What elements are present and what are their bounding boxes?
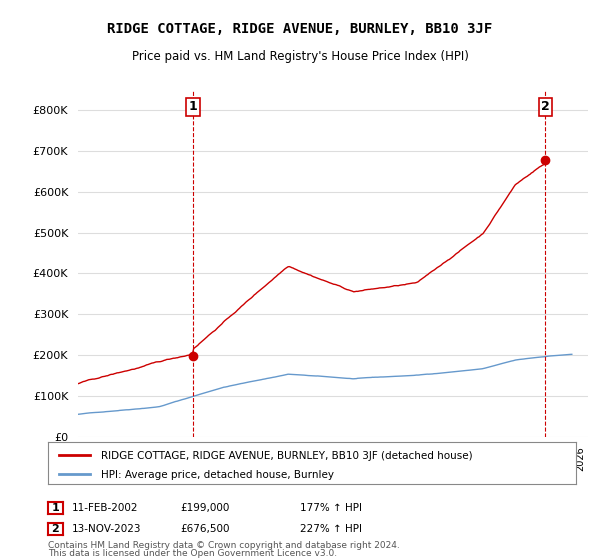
Text: 11-FEB-2002: 11-FEB-2002 (72, 503, 139, 513)
Text: Contains HM Land Registry data © Crown copyright and database right 2024.: Contains HM Land Registry data © Crown c… (48, 541, 400, 550)
Text: 2: 2 (52, 524, 59, 534)
Text: £676,500: £676,500 (180, 524, 229, 534)
Text: 13-NOV-2023: 13-NOV-2023 (72, 524, 142, 534)
Text: RIDGE COTTAGE, RIDGE AVENUE, BURNLEY, BB10 3JF: RIDGE COTTAGE, RIDGE AVENUE, BURNLEY, BB… (107, 22, 493, 36)
Text: 227% ↑ HPI: 227% ↑ HPI (300, 524, 362, 534)
Text: This data is licensed under the Open Government Licence v3.0.: This data is licensed under the Open Gov… (48, 549, 337, 558)
Text: HPI: Average price, detached house, Burnley: HPI: Average price, detached house, Burn… (101, 470, 334, 480)
Text: RIDGE COTTAGE, RIDGE AVENUE, BURNLEY, BB10 3JF (detached house): RIDGE COTTAGE, RIDGE AVENUE, BURNLEY, BB… (101, 451, 472, 461)
Text: £199,000: £199,000 (180, 503, 229, 513)
Text: 1: 1 (188, 100, 197, 113)
Text: 177% ↑ HPI: 177% ↑ HPI (300, 503, 362, 513)
Text: 1: 1 (52, 503, 59, 513)
Text: Price paid vs. HM Land Registry's House Price Index (HPI): Price paid vs. HM Land Registry's House … (131, 50, 469, 63)
Text: 2: 2 (541, 100, 550, 113)
